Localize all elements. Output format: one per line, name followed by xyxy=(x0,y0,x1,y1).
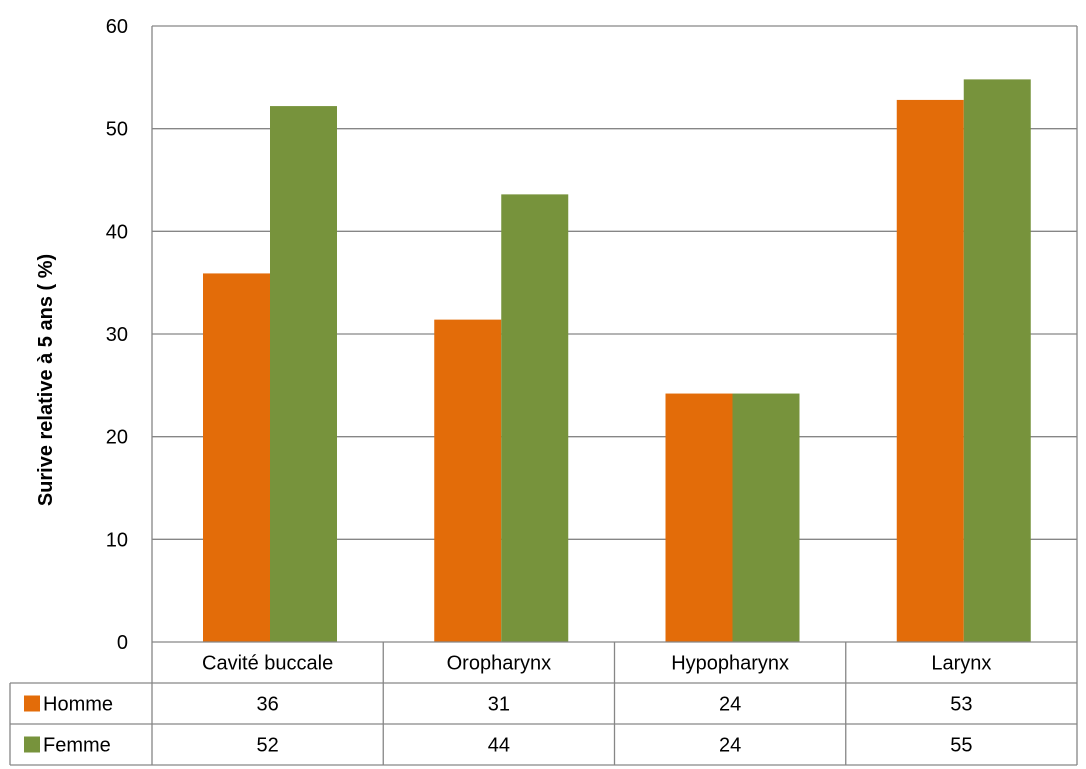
x-tick-label: Cavité buccale xyxy=(202,653,333,675)
legend-swatch-femme xyxy=(24,736,40,753)
data-label: 31 xyxy=(488,694,510,716)
legend-label: Homme xyxy=(43,694,113,716)
bar-femme xyxy=(501,194,569,642)
data-label: 53 xyxy=(950,694,972,716)
y-tick-labels: 0 10 20 30 40 50 60 xyxy=(106,16,128,654)
bar-femme xyxy=(732,393,800,642)
y-tick-label: 50 xyxy=(106,119,128,141)
legend-label: Femme xyxy=(43,735,111,757)
data-label: 24 xyxy=(719,735,741,757)
y-tick-label: 60 xyxy=(106,16,128,38)
x-tick-label: Larynx xyxy=(931,653,991,675)
data-label: 55 xyxy=(950,735,972,757)
y-tick-label: 30 xyxy=(106,324,128,346)
legend-swatch-homme xyxy=(24,695,40,712)
bar-femme xyxy=(270,106,337,642)
y-axis-label: Surive relative à 5 ans ( %) xyxy=(35,254,57,506)
data-label: 24 xyxy=(719,694,741,716)
data-label: 44 xyxy=(488,735,510,757)
y-tick-label: 0 xyxy=(117,632,128,654)
data-label: 52 xyxy=(257,735,279,757)
bar-homme xyxy=(434,319,502,642)
y-tick-label: 10 xyxy=(106,529,128,551)
bars xyxy=(203,79,1031,643)
x-tick-label: Oropharynx xyxy=(447,653,552,675)
y-tick-label: 20 xyxy=(106,427,128,449)
data-table: Cavité buccale Oropharynx Hypopharynx Laryn… xyxy=(9,641,1078,766)
bar-femme xyxy=(963,79,1031,643)
x-tick-label: Hypopharynx xyxy=(671,653,789,675)
bar-homme xyxy=(203,273,270,642)
bar-homme xyxy=(896,99,964,643)
y-tick-label: 40 xyxy=(106,221,128,243)
data-label: 36 xyxy=(257,694,279,716)
bar-homme xyxy=(665,393,733,642)
